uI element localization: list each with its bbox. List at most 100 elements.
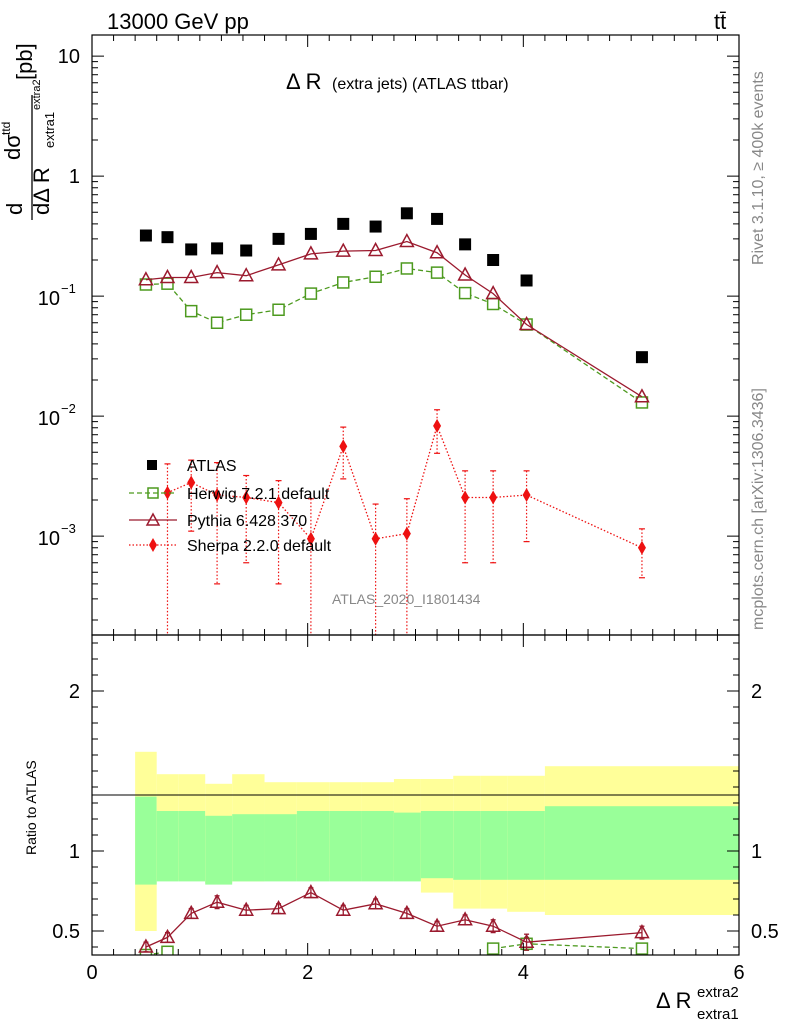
x-label-sub: extra1 — [697, 1006, 739, 1023]
y-label-sigma: dσ — [0, 134, 25, 160]
point-herwig — [369, 270, 382, 284]
x-tick-label: 0 — [86, 962, 97, 984]
point-sherpa — [306, 531, 315, 546]
x-label-main: Δ R — [656, 988, 691, 1013]
band-inner-segment — [544, 806, 739, 880]
legend-label-pythia: Pythia 6.428 370 — [187, 513, 307, 530]
chart-title: Δ R (extra jets) (ATLAS ttbar) — [286, 69, 509, 94]
point-pythia — [429, 244, 445, 259]
point-sherpa — [522, 488, 531, 503]
x-tick-label: 6 — [733, 962, 744, 984]
ratio-point-pythia — [159, 928, 176, 944]
y-tick-label: 10 — [38, 408, 60, 430]
ratio-point-pythia — [518, 933, 535, 948]
band-inner-segment — [329, 811, 362, 882]
ratio-point-pythia — [183, 904, 199, 920]
legend-label-herwig: Herwig 7.2.1 default — [187, 486, 330, 503]
point-sherpa — [489, 490, 498, 505]
y-label-sup: extra2 — [31, 79, 43, 110]
point-pythia — [183, 268, 199, 284]
point-sherpa — [461, 490, 470, 505]
legend-marker-pythia — [145, 512, 161, 526]
point-pythia — [518, 315, 535, 331]
point-sherpa — [163, 485, 172, 500]
point-atlas — [520, 274, 533, 287]
ratio-y-tick-label: 1 — [69, 841, 80, 863]
y-tick-label: 10 — [38, 288, 60, 310]
point-atlas — [431, 212, 444, 225]
ratio-point-pythia — [399, 904, 415, 920]
point-herwig — [337, 276, 350, 289]
ratio-point-pythia — [634, 924, 650, 939]
point-herwig — [400, 262, 414, 275]
ratio-uncertainty-bands — [135, 751, 739, 931]
ratio-y-tick-label-right: 2 — [751, 681, 762, 703]
point-pythia — [485, 285, 501, 300]
point-atlas — [304, 227, 317, 240]
point-pythia — [303, 245, 319, 260]
main-plot-data — [138, 207, 650, 635]
band-inner-segment — [264, 814, 297, 882]
point-herwig — [210, 316, 224, 330]
point-pythia — [138, 271, 154, 286]
rivet-version-label: Rivet 3.1.10, ≥ 400k events — [750, 71, 767, 265]
point-pythia — [335, 242, 352, 257]
x-tick-label: 2 — [302, 962, 313, 984]
ratio-point-pythia — [457, 911, 473, 926]
point-herwig — [458, 286, 472, 300]
band-inner-segment — [361, 811, 394, 882]
ratio-plot-data — [138, 884, 650, 955]
ratio-point-pythia — [429, 917, 445, 932]
y-label-d2: dΔ R — [29, 167, 54, 215]
point-atlas — [240, 244, 253, 257]
legend-marker-sherpa — [149, 538, 157, 552]
x-tick-label: 4 — [518, 962, 529, 984]
band-inner-segment — [296, 811, 330, 882]
band-inner-segment — [453, 811, 481, 880]
point-atlas — [185, 243, 198, 256]
band-inner-segment — [507, 811, 545, 880]
point-pythia — [367, 241, 384, 257]
point-sherpa — [274, 495, 283, 510]
band-inner-segment — [232, 814, 265, 882]
ratio-point-pythia — [138, 938, 154, 953]
analysis-watermark: ATLAS_2020_I1801434 — [332, 591, 481, 607]
ratio-line-herwig — [493, 943, 642, 950]
y-label-sigma-sup: ttd — [0, 122, 13, 135]
mcplots-source-label: mcplots.cern.ch [arXiv:1306.3436] — [750, 388, 767, 630]
point-atlas — [211, 242, 224, 255]
y-axis-label: d dσ ttd dΔ R extra1 extra2 [pb] — [0, 43, 57, 220]
point-pythia — [209, 264, 225, 279]
point-sherpa — [213, 488, 222, 503]
point-pythia — [238, 267, 254, 282]
point-sherpa — [433, 418, 442, 433]
y-tick-label: 10 — [58, 46, 80, 68]
line-herwig — [145, 267, 643, 403]
point-sherpa — [187, 475, 196, 490]
point-herwig — [272, 303, 285, 317]
legend-marker-atlas — [147, 460, 157, 470]
point-atlas — [400, 207, 413, 220]
point-sherpa — [402, 526, 411, 541]
band-inner-segment — [480, 811, 508, 880]
point-herwig — [239, 308, 253, 321]
point-herwig — [304, 287, 318, 300]
point-pythia — [634, 388, 650, 403]
ratio-point-herwig — [486, 942, 500, 955]
point-herwig — [161, 277, 174, 290]
ratio-y-tick-label: 2 — [69, 681, 80, 703]
point-herwig — [184, 304, 198, 318]
y-label-d1: d — [2, 203, 27, 215]
ratio-point-pythia — [303, 884, 319, 899]
y-tick-label: 10 — [38, 528, 60, 550]
point-sherpa — [339, 439, 348, 454]
ratio-point-pythia — [238, 901, 254, 916]
y-tick-label-exponent: −3 — [61, 521, 76, 536]
axis-ticks — [91, 35, 740, 955]
point-atlas — [635, 351, 648, 364]
point-atlas — [139, 229, 152, 242]
legend-label-atlas: ATLAS — [187, 458, 237, 475]
chart-title-main: Δ R — [286, 69, 321, 94]
ratio-point-pythia — [335, 901, 352, 916]
